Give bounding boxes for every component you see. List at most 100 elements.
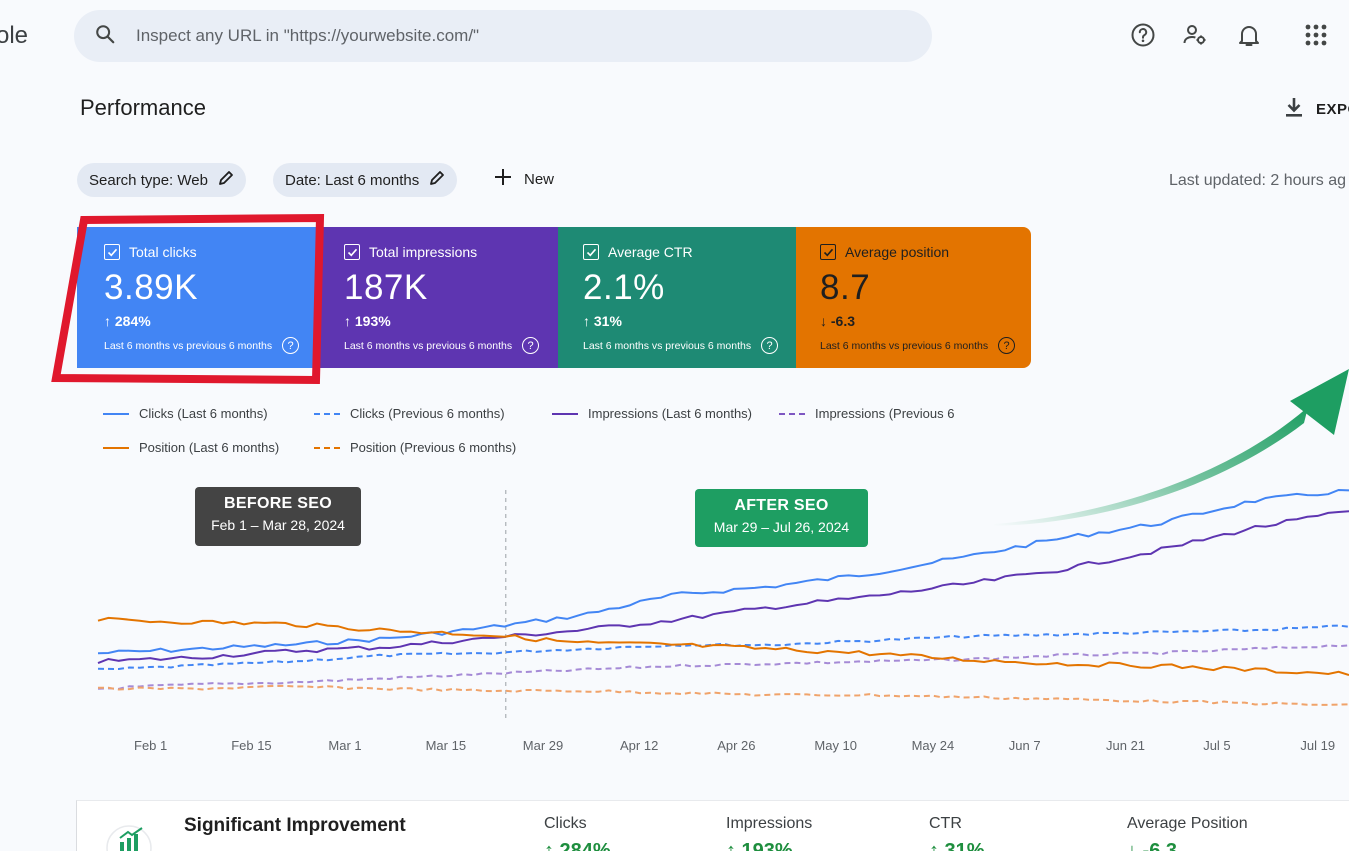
summary-col-value: ↑ 284% [544,840,611,851]
legend-item[interactable]: Position (Last 6 months) [103,440,279,455]
before-seo-title: BEFORE SEO [224,495,332,512]
metric-card-average-position[interactable]: Average position 8.7 ↓ -6.3 Last 6 month… [796,227,1031,368]
new-filter-label: New [524,170,555,188]
x-tick-label: May 10 [814,738,858,753]
x-tick-label: Jun 21 [1106,738,1146,753]
legend-label: Position (Last 6 months) [139,440,280,455]
metric-change: ↓ -6.3 [820,313,856,329]
series-line-0 [97,488,1349,655]
legend-label: Impressions (Previous 6 [815,406,955,421]
performance-chart [97,488,1349,720]
metric-change: ↑ 284% [104,313,151,329]
legend-label: Impressions (Last 6 months) [588,406,753,421]
metric-compare: Last 6 months vs previous 6 months [344,339,513,352]
legend-label: Clicks (Last 6 months) [139,406,268,421]
x-tick-label: Feb 15 [231,738,272,753]
growth-arrow-icon [994,369,1349,526]
last-updated-text: Last updated: 2 hours ag [1169,172,1347,189]
metric-value: 187K [344,268,428,307]
legend-item[interactable]: Position (Previous 6 months) [314,440,516,455]
metric-change: ↑ 193% [344,313,391,329]
summary-col-value: ↑ 193% [726,840,793,851]
series-line-4 [97,616,1349,677]
new-filter-button[interactable]: New [494,168,554,190]
page-title: Performance [80,95,206,120]
metric-value: 2.1% [583,268,665,307]
plus-icon [494,168,512,190]
manage-users-icon[interactable] [1182,22,1208,48]
x-tick-label: Jun 7 [1008,738,1041,753]
metric-compare: Last 6 months vs previous 6 months [583,339,752,352]
x-tick-label: Mar 1 [328,738,362,753]
metric-label: Average position [845,244,950,260]
x-tick-label: Apr 26 [717,738,756,753]
summary-col-label: Clicks [544,815,587,832]
legend-item[interactable]: Impressions (Previous 6 [779,406,954,421]
metric-label: Total clicks [129,244,197,260]
x-tick-label: Jul 5 [1203,738,1231,753]
series-line-1 [97,624,1349,671]
after-seo-tag: AFTER SEO Mar 29 – Jul 26, 2024 [695,489,868,547]
summary-col-label: Impressions [726,815,813,832]
summary-col-value: ↓ -6.3 [1127,840,1178,851]
search-type-filter-chip[interactable]: Search type: Web [77,163,246,197]
help-icon[interactable]: ? [282,337,300,354]
export-label: EXPO [1316,100,1349,118]
summary-col-label: Average Position [1127,815,1248,832]
summary-card [76,800,1349,851]
legend-label: Position (Previous 6 months) [350,440,517,455]
x-tick-label: Mar 29 [522,738,564,753]
summary-col-value: ↑ 31% [929,840,985,851]
help-icon[interactable]: ? [522,337,540,354]
search-icon [94,23,116,50]
metric-label: Total impressions [369,244,478,260]
x-tick-label: Jul 19 [1300,738,1336,753]
after-seo-dates: Mar 29 – Jul 26, 2024 [713,519,850,535]
legend-item[interactable]: Clicks (Last 6 months) [103,406,268,421]
legend-item[interactable]: Clicks (Previous 6 months) [314,406,505,421]
metric-card-total-impressions[interactable]: Total impressions 187K ↑ 193% Last 6 mon… [318,227,558,368]
before-seo-dates: Feb 1 – Mar 28, 2024 [211,517,345,533]
after-seo-title: AFTER SEO [734,497,829,514]
search-type-filter-label: Search type: Web [89,171,208,189]
metric-value: 8.7 [820,268,871,307]
checkbox-checked-icon[interactable] [583,244,599,260]
series-line-3 [97,644,1349,690]
summary-title: Significant Improvement [184,815,406,836]
x-tick-label: May 24 [911,738,955,753]
export-button[interactable]: EXPO [1284,96,1349,122]
notifications-icon[interactable] [1236,22,1262,48]
date-filter-chip[interactable]: Date: Last 6 months [273,163,458,197]
metric-label: Average CTR [608,244,693,260]
checkbox-checked-icon[interactable] [344,244,360,260]
series-line-5 [98,684,1349,706]
highlight-box [51,213,325,385]
url-inspection-search[interactable] [74,10,932,62]
metric-change: ↑ 31% [583,313,622,329]
help-icon[interactable] [1130,22,1156,48]
series-line-2 [97,510,1349,665]
metric-value: 3.89K [104,268,198,307]
app-logo[interactable]: ole [0,22,29,49]
summary-col-label: CTR [929,815,962,832]
chart-up-icon [106,825,152,851]
x-tick-label: Mar 15 [425,738,467,753]
legend-item[interactable]: Impressions (Last 6 months) [552,406,752,421]
help-icon[interactable]: ? [761,337,779,354]
x-tick-label: Feb 1 [134,738,168,753]
download-icon [1284,96,1304,122]
metric-compare: Last 6 months vs previous 6 months [104,339,273,352]
checkbox-checked-icon[interactable] [820,244,836,260]
date-filter-label: Date: Last 6 months [285,171,420,189]
legend-label: Clicks (Previous 6 months) [350,406,505,421]
metric-compare: Last 6 months vs previous 6 months [820,339,989,352]
checkbox-checked-icon[interactable] [104,244,120,260]
metric-card-average-ctr[interactable]: Average CTR 2.1% ↑ 31% Last 6 months vs … [558,227,796,368]
metric-card-total-clicks[interactable]: Total clicks 3.89K ↑ 284% Last 6 months … [77,227,318,368]
search-input[interactable] [136,26,836,46]
apps-grid-icon[interactable] [1303,22,1329,48]
x-tick-label: Apr 12 [620,738,659,753]
help-icon[interactable]: ? [998,337,1016,354]
before-seo-tag: BEFORE SEO Feb 1 – Mar 28, 2024 [195,487,361,546]
edit-icon [429,170,445,190]
